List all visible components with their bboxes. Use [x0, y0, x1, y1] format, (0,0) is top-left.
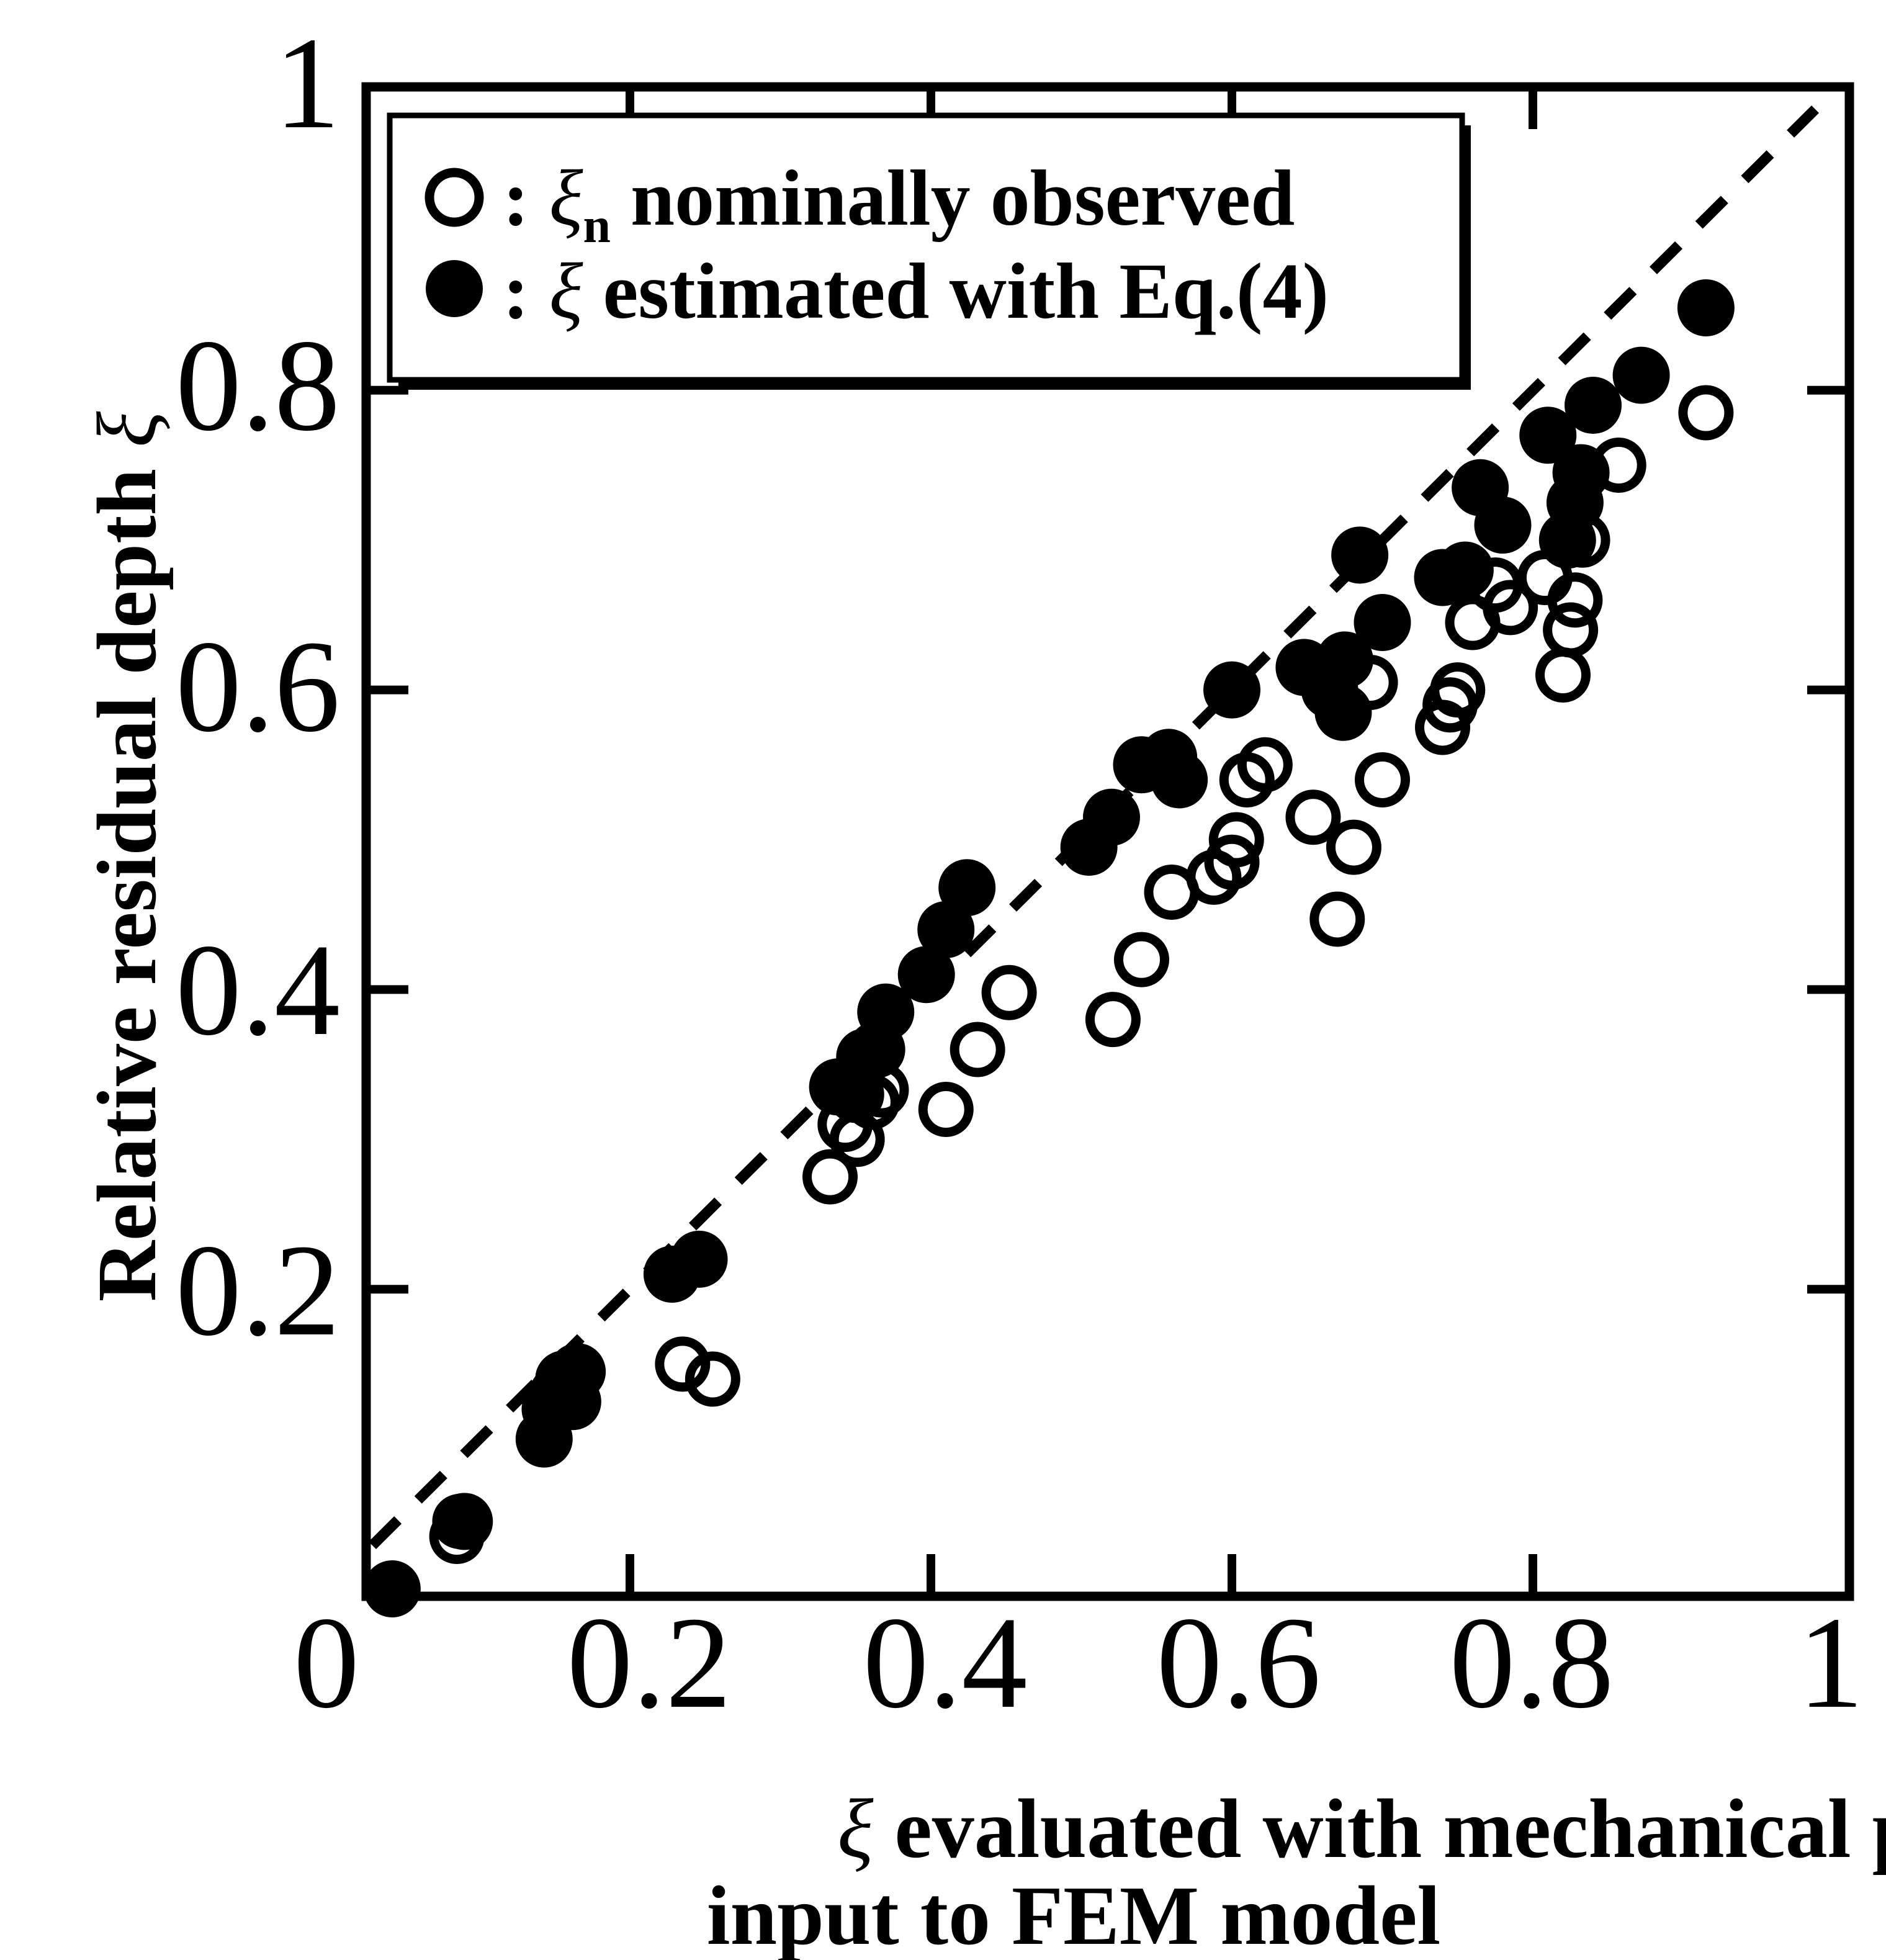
data-point-estimated: [1612, 346, 1670, 404]
data-point-estimated: [670, 1230, 728, 1288]
data-point-estimated: [1436, 541, 1494, 599]
data-point-estimated: [938, 859, 996, 917]
data-point-estimated: [1314, 683, 1372, 741]
x-tick-label: 0.8: [1450, 1589, 1614, 1735]
data-point-observed: [1326, 819, 1381, 875]
data-point-observed: [685, 1351, 740, 1407]
data-point-estimated: [1083, 788, 1140, 846]
legend-entry-estimated: : ξ estimated with Eq.(4): [503, 247, 1329, 335]
data-point-estimated: [1316, 631, 1373, 689]
data-point-estimated: [363, 1560, 421, 1617]
data-point-observed: [1309, 891, 1365, 947]
y-tick-label: 1: [274, 10, 340, 156]
data-point-observed: [1543, 602, 1599, 658]
x-tick-label: 0.4: [863, 1589, 1028, 1735]
data-point-observed: [1208, 812, 1264, 868]
legend: : ξn nominally observed : ξ estimated wi…: [387, 112, 1471, 390]
x-axis-title-line2: input to FEM model: [707, 1869, 1441, 1960]
x-tick-label: 1: [1798, 1589, 1864, 1735]
data-point-estimated: [897, 946, 955, 1004]
data-point-observed: [1430, 662, 1486, 718]
data-point-estimated: [1354, 593, 1411, 651]
legend-filled-marker: [426, 260, 483, 317]
x-axis-title-line1: ξ evaluated with mechanical properties: [837, 1782, 1886, 1876]
legend-entry-observed: : ξn nominally observed: [503, 154, 1295, 253]
data-point-observed: [918, 1082, 974, 1138]
x-tick-label: 0.2: [567, 1589, 732, 1735]
data-point-observed: [1535, 647, 1591, 703]
data-point-estimated: [1552, 444, 1610, 501]
x-tick-label: 0: [294, 1589, 359, 1735]
data-point-observed: [1547, 572, 1603, 628]
data-point-observed: [1355, 752, 1410, 807]
data-point-estimated: [1474, 497, 1532, 554]
reference-line-y-equals-x: [369, 105, 1819, 1550]
data-point-observed: [802, 1149, 858, 1205]
y-tick-label: 0.6: [176, 613, 340, 759]
data-point-estimated: [1565, 376, 1622, 434]
data-point-estimated: [1677, 279, 1735, 337]
data-point-observed: [1114, 932, 1169, 987]
data-point-observed: [1678, 385, 1734, 441]
data-point-observed: [655, 1336, 711, 1392]
y-tick-label: 0.4: [176, 917, 340, 1063]
data-point-observed: [1204, 834, 1260, 890]
y-axis-title: Relative residual depth ξ: [81, 411, 174, 1301]
legend-box: [387, 112, 1465, 383]
data-point-estimated: [1203, 661, 1260, 719]
x-tick-label: 0.6: [1157, 1589, 1321, 1735]
y-tick-label: 0.2: [176, 1217, 340, 1363]
plot-frame: [361, 82, 1854, 1601]
data-point-observed: [1237, 737, 1293, 793]
data-point-estimated: [1331, 526, 1389, 584]
data-point-estimated: [436, 1493, 493, 1550]
data-point-observed: [1483, 580, 1538, 636]
data-point-observed: [950, 1022, 1005, 1077]
data-point-estimated: [857, 983, 915, 1041]
legend-open-marker: [424, 168, 484, 227]
data-point-observed: [1285, 789, 1341, 845]
series-estimated-eq4: [363, 279, 1735, 1617]
data-point-estimated: [1519, 407, 1577, 464]
data-point-estimated: [1151, 751, 1208, 809]
data-point-observed: [1085, 992, 1141, 1048]
series-nominally-observed: [429, 385, 1734, 1565]
data-point-estimated: [549, 1342, 606, 1400]
data-point-observed: [981, 964, 1037, 1020]
y-tick-label: 0.8: [176, 312, 340, 458]
